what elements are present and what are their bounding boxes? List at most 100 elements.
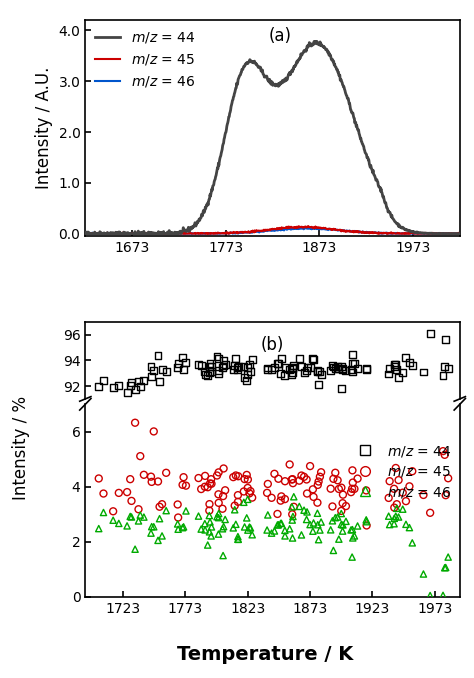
Point — [158, 499, 166, 510]
Point — [174, 512, 182, 523]
Point — [286, 459, 293, 470]
Point — [195, 511, 202, 521]
Point — [246, 366, 254, 377]
Point — [271, 362, 278, 373]
Point — [329, 473, 337, 484]
Point — [229, 472, 237, 483]
Point — [290, 502, 298, 513]
Point — [314, 519, 321, 530]
Point — [150, 521, 157, 532]
Point — [281, 370, 289, 380]
Point — [419, 490, 427, 500]
Point — [244, 494, 252, 504]
Point — [131, 544, 139, 555]
Point — [197, 523, 205, 534]
Point — [201, 481, 209, 492]
Point — [348, 358, 356, 369]
Point — [100, 507, 107, 518]
Point — [207, 361, 215, 372]
Point — [339, 498, 346, 508]
Point — [349, 465, 356, 476]
Point — [240, 497, 247, 508]
Point — [329, 361, 337, 372]
Point — [206, 517, 214, 527]
Point — [315, 379, 322, 390]
Point — [444, 363, 452, 374]
Point — [406, 522, 413, 533]
Point — [240, 486, 247, 497]
Point — [206, 367, 213, 378]
Point — [349, 367, 356, 378]
Point — [137, 510, 144, 521]
Point — [298, 530, 305, 540]
Point — [300, 367, 308, 378]
Point — [392, 511, 400, 521]
Point — [354, 521, 361, 532]
Point — [234, 534, 242, 544]
Point — [439, 445, 447, 456]
Point — [95, 523, 102, 534]
Point — [147, 527, 155, 538]
Point — [288, 474, 296, 485]
Point — [426, 590, 434, 601]
Point — [244, 483, 252, 494]
Point — [349, 477, 356, 488]
Point — [310, 517, 317, 528]
Point — [347, 364, 355, 375]
Point — [163, 366, 170, 377]
Point — [354, 363, 361, 374]
Point — [115, 380, 123, 391]
Point — [240, 361, 247, 372]
Point — [289, 474, 296, 485]
Point — [281, 530, 289, 541]
Point — [300, 471, 308, 482]
Point — [215, 508, 222, 519]
Point — [154, 535, 162, 546]
Point — [314, 366, 321, 377]
Point — [135, 515, 142, 526]
Point — [268, 527, 275, 538]
Point — [140, 512, 148, 523]
Point — [248, 492, 256, 503]
Point — [402, 496, 410, 506]
Point — [390, 483, 398, 494]
Point — [327, 365, 335, 376]
Point — [128, 496, 135, 506]
Point — [268, 492, 275, 503]
Point — [306, 460, 314, 471]
Point — [204, 370, 211, 380]
Point — [207, 530, 215, 541]
Point — [337, 519, 345, 530]
Point — [231, 360, 238, 371]
Point — [278, 491, 285, 502]
Point — [148, 372, 155, 382]
Point — [234, 362, 242, 373]
Point — [195, 473, 202, 483]
Point — [182, 506, 190, 517]
Point — [115, 518, 123, 529]
Point — [298, 470, 305, 481]
Point — [201, 525, 209, 536]
Point — [220, 463, 228, 474]
Point — [281, 494, 289, 504]
Point — [234, 364, 242, 375]
Point — [351, 358, 358, 369]
Point — [232, 353, 240, 363]
Point — [406, 357, 413, 368]
Point — [295, 475, 303, 486]
Point — [246, 359, 253, 370]
Point — [244, 361, 252, 372]
Point — [290, 360, 298, 371]
Point — [289, 478, 297, 489]
Point — [206, 505, 213, 516]
Point — [264, 363, 272, 374]
Point — [221, 514, 229, 525]
Point — [131, 384, 139, 395]
Point — [273, 358, 281, 369]
Point — [337, 506, 345, 517]
Point — [179, 479, 186, 490]
Point — [385, 492, 392, 503]
Point — [342, 516, 350, 527]
Point — [140, 469, 148, 480]
Point — [392, 359, 400, 370]
